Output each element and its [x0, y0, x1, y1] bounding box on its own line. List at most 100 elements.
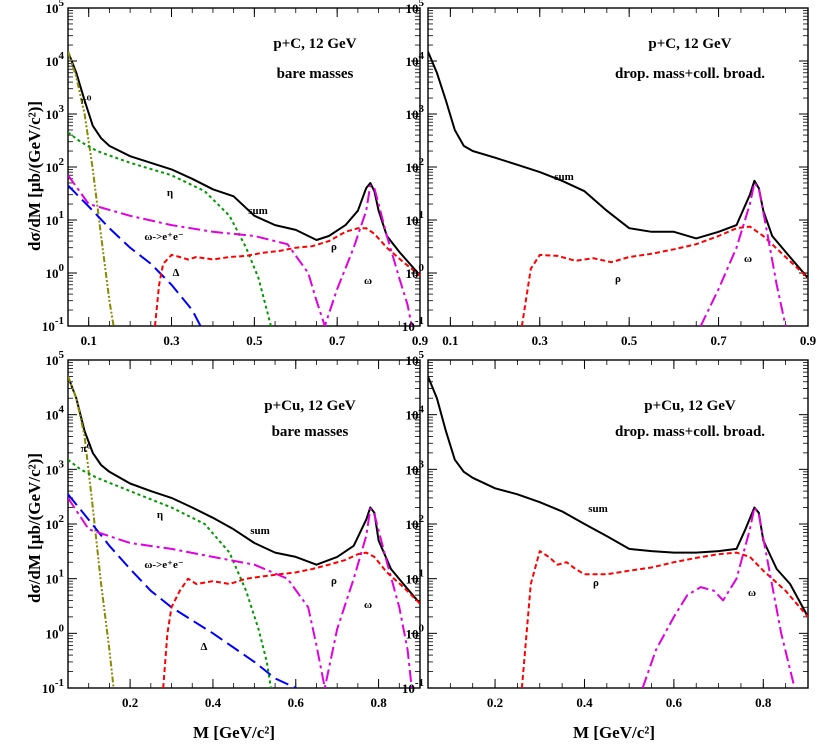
curve-label: ω->e⁺e⁻ [144, 231, 184, 243]
y-tick-label: 103 [406, 458, 425, 477]
panel-title: p+C, 12 GeV [648, 36, 731, 52]
series- [68, 493, 297, 688]
panel-top-right: 10-1 100 101 102 103 104 105 0.1 0.3 0.5 0.7 0.9 p+C… [402, 0, 817, 348]
series-sum [428, 51, 808, 279]
x-tick-label: 0.1 [442, 333, 458, 348]
y-tick-label: 104 [46, 50, 65, 69]
x-tick-label: 0.5 [246, 333, 263, 348]
series- [68, 51, 115, 326]
series-sum [68, 376, 420, 605]
y-tick-label: 101 [406, 568, 425, 587]
curve-label: π⁰ [81, 95, 92, 107]
y-tick-label: 101 [46, 568, 65, 587]
x-tick-label: 0.3 [532, 333, 549, 348]
y-tick-label: 100 [46, 622, 65, 641]
series- [154, 227, 420, 326]
series-sum [68, 51, 420, 277]
x-tick-label: 0.5 [621, 333, 638, 348]
series-ee [68, 497, 413, 688]
panel-title: p+Cu, 12 GeV [264, 398, 356, 414]
series- [68, 458, 272, 688]
y-tick-label: 104 [406, 50, 425, 69]
curve-label: π⁰ [81, 443, 92, 455]
x-tick-label: 0.4 [576, 695, 593, 710]
x-tick-label: 0.9 [800, 333, 817, 348]
series- [520, 225, 808, 326]
series- [520, 550, 808, 688]
panel-subtitle: bare masses [277, 66, 354, 82]
curve-label: ρ [331, 575, 337, 587]
y-tick-label: 102 [46, 156, 65, 175]
curve-label: η [157, 509, 163, 521]
series- [162, 551, 420, 688]
y-tick-label: 103 [46, 103, 65, 122]
x-tick-label: 0.4 [205, 695, 222, 710]
x-tick-label: 0.6 [288, 695, 305, 710]
y-tick-label: 103 [406, 103, 425, 122]
series- [68, 376, 115, 688]
curve-label: ω [364, 275, 372, 287]
x-tick-label: 0.7 [710, 333, 727, 348]
panel-subtitle: drop. mass+coll. broad. [615, 66, 765, 82]
curve-label: ω->e⁺e⁻ [144, 559, 184, 571]
y-tick-label: 102 [406, 156, 425, 175]
curve-label: sum [248, 205, 268, 217]
x-tick-label: 0.8 [370, 695, 387, 710]
y-tick-label: 10-1 [402, 677, 424, 696]
series- [641, 506, 796, 688]
x-tick-label: 0.8 [755, 695, 772, 710]
x-tick-label: 0.1 [81, 333, 97, 348]
y-tick-label: 10-1 [402, 315, 424, 334]
panel-title: p+C, 12 GeV [273, 36, 356, 52]
y-axis-label-top: dσ/dM [μb/(GeV/c²)] [25, 101, 44, 251]
panel-subtitle: bare masses [272, 424, 349, 440]
plot-frame [427, 359, 809, 689]
y-tick-label: 102 [46, 513, 65, 532]
panel-top-left: 10-1 100 101 102 103 104 105 0.1 0.3 0.5 0.7 0.9 p+C… [42, 0, 429, 348]
x-tick-label: 0.9 [412, 333, 429, 348]
y-tick-label: 105 [406, 0, 425, 16]
y-tick-label: 103 [46, 458, 65, 477]
curve-label: ρ [615, 273, 621, 285]
panel-subtitle: drop. mass+coll. broad. [615, 424, 765, 440]
series- [68, 184, 202, 326]
y-tick-label: 102 [406, 513, 425, 532]
x-tick-label: 0.7 [329, 333, 346, 348]
panel-bottom-right: 10-1 100 101 102 103 104 105 0.2 0.4 0.6 0.8 p+Cu, … [402, 349, 809, 710]
curve-label: ω [744, 253, 752, 265]
y-tick-label: 104 [46, 404, 65, 423]
curve-label: ω [364, 599, 372, 611]
y-tick-label: 101 [46, 209, 65, 228]
x-tick-label: 0.3 [163, 333, 180, 348]
curve-label: Δ [173, 267, 180, 279]
curve-label: η [167, 187, 173, 199]
series-sum [428, 376, 808, 618]
series- [68, 131, 272, 326]
y-tick-label: 100 [406, 262, 425, 281]
series-ee [68, 174, 413, 326]
series- [699, 182, 787, 326]
y-axis-label-bottom: dσ/dM [μb/(GeV/c²)] [25, 453, 44, 603]
curve-label: ω [748, 587, 756, 599]
curve-label: Δ [201, 641, 208, 653]
x-tick-label: 0.6 [666, 695, 683, 710]
curve-label: ρ [593, 577, 599, 589]
curve-label: sum [554, 171, 574, 183]
y-tick-label: 101 [406, 209, 425, 228]
y-tick-label: 100 [46, 262, 65, 281]
y-tick-label: 100 [406, 622, 425, 641]
x-tick-label: 0.2 [122, 695, 138, 710]
curve-label: sum [250, 525, 270, 537]
y-tick-label: 10-1 [42, 315, 64, 334]
y-tick-label: 105 [46, 0, 65, 16]
x-axis-label-left: M [GeV/c²] [193, 723, 275, 742]
y-tick-label: 10-1 [42, 677, 64, 696]
curve-label: sum [588, 503, 608, 515]
x-axis-label-right: M [GeV/c²] [573, 723, 655, 742]
y-tick-label: 104 [406, 404, 425, 423]
y-tick-label: 105 [46, 349, 65, 368]
panel-title: p+Cu, 12 GeV [644, 398, 736, 414]
y-tick-label: 105 [406, 349, 425, 368]
x-tick-label: 0.2 [487, 695, 503, 710]
